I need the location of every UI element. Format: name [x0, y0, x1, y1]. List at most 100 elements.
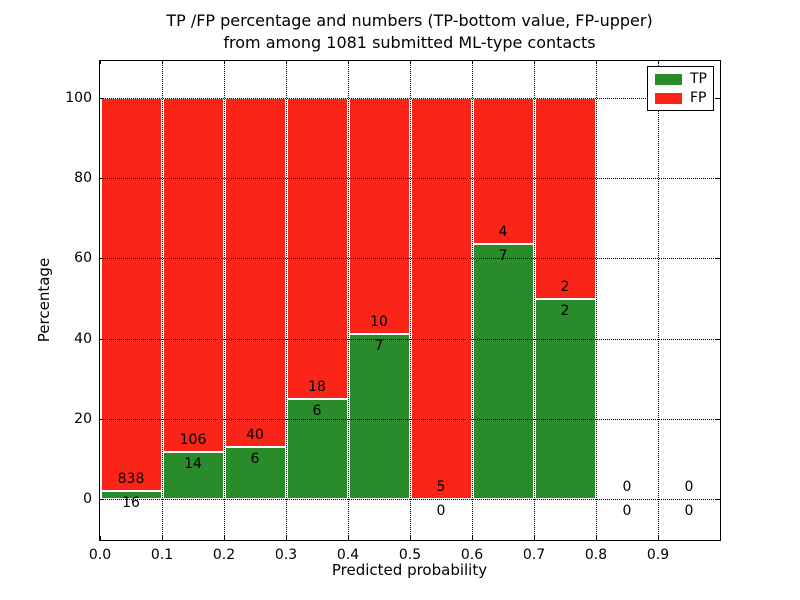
x-tick-label: 0.3	[274, 547, 298, 563]
tp-count-label: 0	[622, 503, 632, 519]
fp-count-label: 18	[308, 378, 326, 395]
y-tick-mark	[716, 418, 720, 420]
grid-line-v	[286, 60, 287, 540]
fp-legend-swatch	[655, 92, 682, 104]
bar-fp-segment	[349, 99, 409, 333]
x-tick-mark	[534, 60, 535, 64]
y-tick-mark	[100, 418, 104, 420]
x-axis-label: Predicted probability	[331, 561, 488, 579]
bar-fp-segment	[163, 99, 223, 452]
x-tick-mark	[534, 536, 535, 540]
tp-count-label: 6	[312, 402, 322, 419]
tp-legend-label: TP	[690, 71, 707, 87]
x-tick-mark	[100, 60, 101, 64]
tp-count-label: 6	[250, 450, 260, 467]
x-tick-label: 0.8	[584, 547, 608, 563]
x-tick-label: 0.2	[212, 547, 236, 563]
tp-count-label: 0	[684, 503, 694, 519]
tp-count-label: 16	[122, 495, 140, 512]
x-tick-label: 0.7	[522, 547, 546, 563]
x-tick-mark	[658, 60, 659, 64]
x-tick-label: 0.5	[398, 547, 422, 563]
x-tick-mark	[348, 536, 349, 540]
fp-count-label: 10	[370, 313, 388, 330]
x-tick-mark	[658, 536, 659, 540]
y-tick-mark	[100, 338, 104, 340]
bar-tp-segment	[535, 299, 595, 498]
grid-line-v	[596, 60, 597, 540]
bar-tp-segment	[101, 492, 161, 498]
fp-count-label: 106	[179, 432, 207, 449]
fp-count-label: 5	[436, 479, 446, 495]
bar-tp-segment	[225, 447, 285, 498]
fp-count-label: 4	[498, 223, 508, 240]
bar-fp-segment	[225, 99, 285, 446]
x-tick-mark	[224, 536, 225, 540]
grid-line-v	[224, 60, 225, 540]
tp-count-label: 7	[498, 247, 508, 264]
y-tick-mark	[716, 499, 720, 500]
fp-count-label: 40	[246, 426, 264, 443]
tp-count-label: 14	[184, 456, 202, 473]
fp-count-label: 838	[117, 471, 145, 488]
grid-line-v	[534, 60, 535, 540]
bar-fp-segment	[411, 99, 471, 498]
y-tick-label: 100	[65, 90, 92, 106]
y-tick-label: 80	[74, 170, 92, 187]
fp-count-label: 0	[684, 479, 694, 495]
y-tick-mark	[716, 258, 720, 260]
x-tick-mark	[596, 60, 597, 64]
bar-tp-segment	[349, 334, 409, 498]
chart-title-line1: TP /FP percentage and numbers (TP-bottom…	[166, 11, 653, 30]
fp-legend-label: FP	[690, 90, 707, 106]
x-tick-mark	[162, 60, 163, 64]
y-tick-mark	[100, 499, 104, 500]
x-tick-mark	[162, 536, 163, 540]
x-tick-mark	[348, 60, 349, 64]
bar-tp-segment	[163, 453, 223, 498]
bar-fp-segment	[473, 99, 533, 243]
legend-item-tp: TP	[648, 71, 713, 87]
y-tick-mark	[100, 98, 104, 99]
x-tick-label: 0.6	[460, 547, 484, 563]
fp-count-label: 0	[622, 479, 632, 495]
tp-count-label: 7	[374, 337, 384, 354]
grid-line-v	[348, 60, 349, 540]
x-tick-mark	[472, 536, 473, 540]
grid-line-v	[410, 60, 411, 540]
legend-item-fp: FP	[648, 90, 713, 106]
grid-line-v	[658, 60, 659, 540]
y-tick-label: 40	[74, 330, 92, 347]
legend: TP FP	[647, 66, 714, 111]
y-tick-label: 60	[74, 250, 92, 267]
grid-line-v	[472, 60, 473, 540]
tp-count-label: 2	[560, 302, 570, 319]
y-tick-mark	[716, 338, 720, 340]
y-tick-mark	[100, 178, 104, 180]
fp-count-label: 2	[560, 278, 570, 295]
x-tick-label: 0.4	[336, 547, 360, 563]
grid-line-v	[162, 60, 163, 540]
x-tick-mark	[224, 60, 225, 64]
tp-count-label: 0	[436, 503, 446, 519]
x-tick-mark	[410, 60, 411, 64]
bar-fp-segment	[535, 99, 595, 298]
bar-tp-segment	[287, 399, 347, 498]
y-axis-label: Percentage	[35, 257, 53, 343]
bar-fp-segment	[101, 99, 161, 491]
bar-fp-segment	[287, 99, 347, 398]
bar-tp-segment	[473, 244, 533, 498]
y-tick-label: 20	[74, 410, 92, 427]
x-tick-mark	[596, 536, 597, 540]
x-tick-label: 0.9	[646, 547, 670, 563]
x-tick-label: 0.1	[150, 547, 174, 563]
y-tick-mark	[716, 178, 720, 180]
x-tick-label: 0.0	[88, 547, 112, 563]
x-tick-mark	[286, 536, 287, 540]
y-tick-label: 0	[83, 491, 92, 507]
x-tick-mark	[472, 60, 473, 64]
y-tick-mark	[716, 98, 720, 99]
chart-title-line2: from among 1081 submitted ML-type contac…	[223, 33, 596, 52]
y-tick-mark	[100, 258, 104, 260]
